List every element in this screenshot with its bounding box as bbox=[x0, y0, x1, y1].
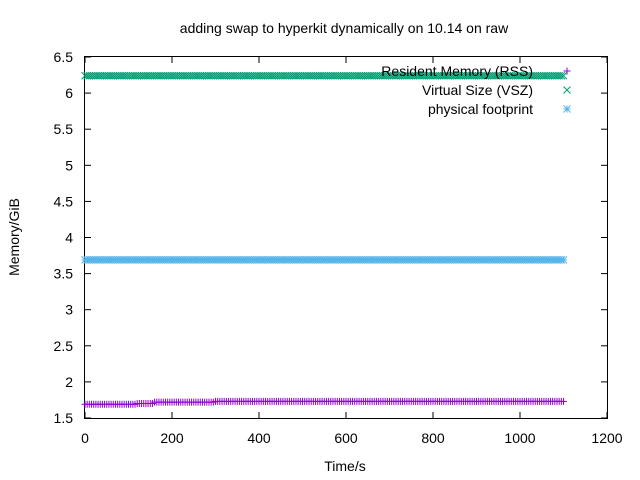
data-point bbox=[560, 397, 567, 405]
legend: Resident Memory (RSS) Virtual Size (VSZ) p… bbox=[381, 63, 571, 117]
y-axis: 1.5 2 2.5 3 3.5 4 4.5 5 5.5 6 6.5 bbox=[54, 49, 607, 426]
y-tick-label: 3.5 bbox=[54, 266, 74, 282]
x-axis: 0 200 400 600 800 1000 1200 bbox=[81, 57, 623, 446]
plot-border bbox=[84, 56, 608, 419]
y-tick-label: 5 bbox=[65, 157, 73, 173]
x-tick-label: 600 bbox=[334, 430, 358, 446]
y-tick-label: 6 bbox=[65, 85, 73, 101]
legend-marker bbox=[563, 67, 571, 75]
series-0 bbox=[81, 397, 567, 408]
data-point bbox=[559, 71, 568, 80]
plot-area bbox=[84, 56, 608, 419]
chart-title: adding swap to hyperkit dynamically on 1… bbox=[180, 20, 509, 36]
x-tick-label: 400 bbox=[247, 430, 271, 446]
legend-marker bbox=[563, 105, 571, 113]
data-point bbox=[557, 71, 566, 80]
series-1 bbox=[81, 71, 568, 80]
legend-label: Resident Memory (RSS) bbox=[381, 63, 533, 79]
y-axis-label: Memory/GiB bbox=[6, 198, 22, 276]
x-tick-label: 1000 bbox=[504, 430, 535, 446]
y-tick-label: 3 bbox=[65, 302, 73, 318]
y-tick-label: 4.5 bbox=[54, 193, 74, 209]
x-axis-label: Time/s bbox=[324, 458, 365, 474]
x-tick-label: 200 bbox=[160, 430, 184, 446]
legend-label: Virtual Size (VSZ) bbox=[422, 82, 533, 98]
y-tick-label: 2.5 bbox=[54, 338, 74, 354]
y-tick-label: 4 bbox=[65, 230, 73, 246]
series-layer bbox=[81, 71, 568, 408]
y-tick-label: 6.5 bbox=[54, 49, 74, 65]
x-tick-label: 1200 bbox=[591, 430, 622, 446]
y-tick-label: 2 bbox=[65, 374, 73, 390]
y-tick-label: 1.5 bbox=[54, 410, 74, 426]
data-point bbox=[559, 256, 568, 264]
x-tick-label: 800 bbox=[421, 430, 445, 446]
legend-label: physical footprint bbox=[428, 101, 533, 117]
y-tick-label: 5.5 bbox=[54, 121, 74, 137]
series-2 bbox=[81, 256, 568, 264]
x-tick-label: 0 bbox=[81, 430, 89, 446]
legend-marker bbox=[563, 86, 571, 94]
